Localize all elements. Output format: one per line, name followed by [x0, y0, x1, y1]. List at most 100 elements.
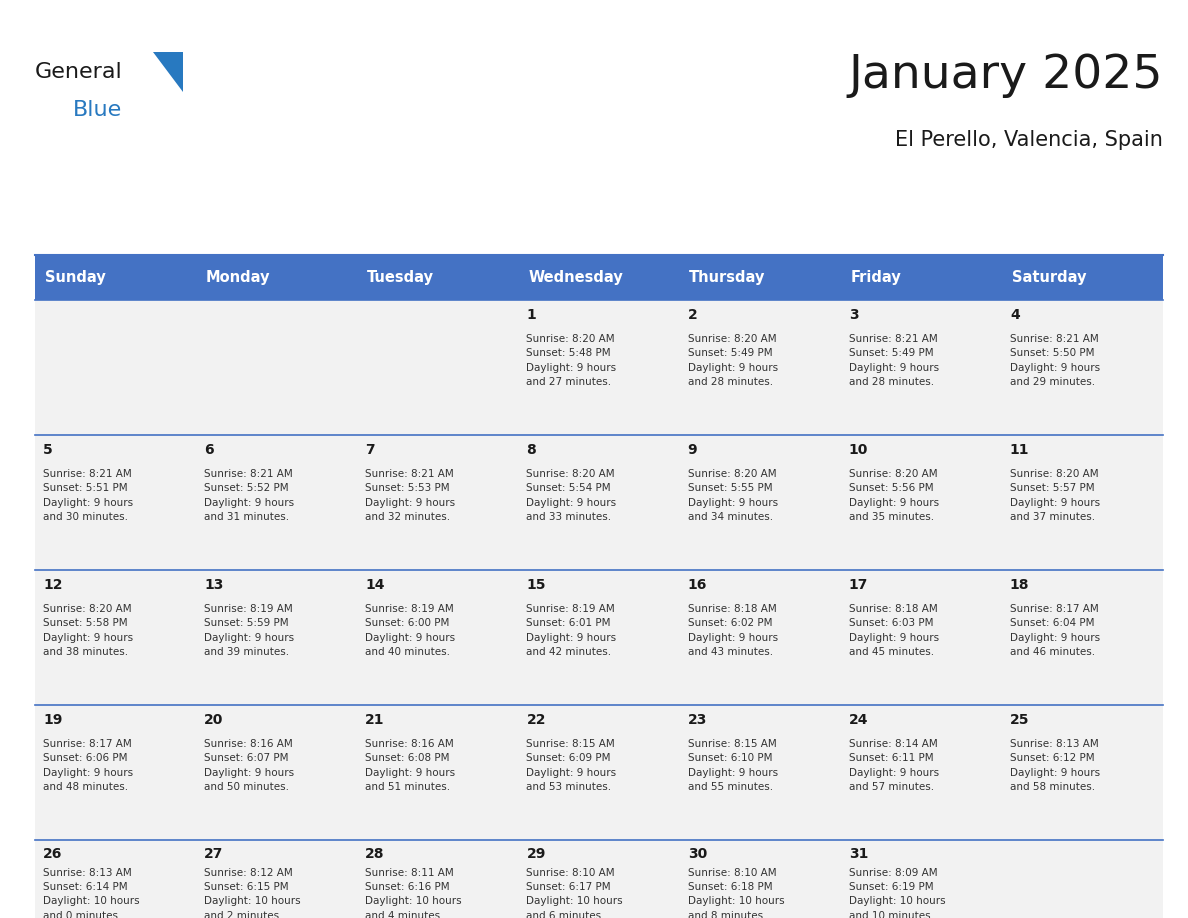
- Text: Sunrise: 8:16 AM
Sunset: 6:07 PM
Daylight: 9 hours
and 50 minutes.: Sunrise: 8:16 AM Sunset: 6:07 PM Dayligh…: [204, 739, 295, 792]
- Text: Sunrise: 8:15 AM
Sunset: 6:10 PM
Daylight: 9 hours
and 55 minutes.: Sunrise: 8:15 AM Sunset: 6:10 PM Dayligh…: [688, 739, 778, 792]
- Text: Sunrise: 8:11 AM
Sunset: 6:16 PM
Daylight: 10 hours
and 4 minutes.: Sunrise: 8:11 AM Sunset: 6:16 PM Dayligh…: [366, 868, 462, 918]
- Text: Sunrise: 8:13 AM
Sunset: 6:14 PM
Daylight: 10 hours
and 0 minutes.: Sunrise: 8:13 AM Sunset: 6:14 PM Dayligh…: [43, 868, 140, 918]
- Bar: [34, 255, 196, 300]
- Bar: [196, 435, 358, 570]
- Text: 22: 22: [526, 713, 546, 727]
- Bar: [680, 300, 841, 435]
- Bar: [1001, 570, 1163, 705]
- Text: Sunrise: 8:19 AM
Sunset: 6:00 PM
Daylight: 9 hours
and 40 minutes.: Sunrise: 8:19 AM Sunset: 6:00 PM Dayligh…: [366, 604, 455, 657]
- Text: Sunrise: 8:21 AM
Sunset: 5:51 PM
Daylight: 9 hours
and 30 minutes.: Sunrise: 8:21 AM Sunset: 5:51 PM Dayligh…: [43, 469, 133, 522]
- Text: 14: 14: [366, 578, 385, 592]
- Polygon shape: [153, 52, 183, 92]
- Text: Blue: Blue: [72, 100, 122, 120]
- Text: Sunrise: 8:17 AM
Sunset: 6:04 PM
Daylight: 9 hours
and 46 minutes.: Sunrise: 8:17 AM Sunset: 6:04 PM Dayligh…: [1010, 604, 1100, 657]
- Bar: [358, 840, 518, 918]
- Text: 20: 20: [204, 713, 223, 727]
- Bar: [518, 255, 680, 300]
- Text: 8: 8: [526, 443, 536, 457]
- Bar: [1001, 300, 1163, 435]
- Text: Sunrise: 8:19 AM
Sunset: 6:01 PM
Daylight: 9 hours
and 42 minutes.: Sunrise: 8:19 AM Sunset: 6:01 PM Dayligh…: [526, 604, 617, 657]
- Bar: [196, 705, 358, 840]
- Bar: [1001, 255, 1163, 300]
- Text: 10: 10: [848, 443, 868, 457]
- Text: 9: 9: [688, 443, 697, 457]
- Text: 3: 3: [848, 308, 859, 322]
- Text: Sunrise: 8:18 AM
Sunset: 6:02 PM
Daylight: 9 hours
and 43 minutes.: Sunrise: 8:18 AM Sunset: 6:02 PM Dayligh…: [688, 604, 778, 657]
- Text: 11: 11: [1010, 443, 1030, 457]
- Text: Sunrise: 8:09 AM
Sunset: 6:19 PM
Daylight: 10 hours
and 10 minutes.: Sunrise: 8:09 AM Sunset: 6:19 PM Dayligh…: [848, 868, 946, 918]
- Bar: [518, 705, 680, 840]
- Text: Saturday: Saturday: [1011, 270, 1086, 285]
- Text: Sunrise: 8:20 AM
Sunset: 5:56 PM
Daylight: 9 hours
and 35 minutes.: Sunrise: 8:20 AM Sunset: 5:56 PM Dayligh…: [848, 469, 939, 522]
- Text: 30: 30: [688, 846, 707, 860]
- Bar: [680, 570, 841, 705]
- Bar: [518, 300, 680, 435]
- Text: Sunrise: 8:20 AM
Sunset: 5:48 PM
Daylight: 9 hours
and 27 minutes.: Sunrise: 8:20 AM Sunset: 5:48 PM Dayligh…: [526, 334, 617, 387]
- Text: Sunrise: 8:17 AM
Sunset: 6:06 PM
Daylight: 9 hours
and 48 minutes.: Sunrise: 8:17 AM Sunset: 6:06 PM Dayligh…: [43, 739, 133, 792]
- Bar: [680, 705, 841, 840]
- Text: 31: 31: [848, 846, 868, 860]
- Bar: [34, 570, 196, 705]
- Text: Sunrise: 8:14 AM
Sunset: 6:11 PM
Daylight: 9 hours
and 57 minutes.: Sunrise: 8:14 AM Sunset: 6:11 PM Dayligh…: [848, 739, 939, 792]
- Bar: [841, 255, 1001, 300]
- Bar: [358, 570, 518, 705]
- Text: General: General: [34, 62, 122, 82]
- Text: Sunrise: 8:13 AM
Sunset: 6:12 PM
Daylight: 9 hours
and 58 minutes.: Sunrise: 8:13 AM Sunset: 6:12 PM Dayligh…: [1010, 739, 1100, 792]
- Bar: [34, 705, 196, 840]
- Bar: [358, 705, 518, 840]
- Text: El Perello, Valencia, Spain: El Perello, Valencia, Spain: [895, 130, 1163, 150]
- Text: 6: 6: [204, 443, 214, 457]
- Text: Sunrise: 8:20 AM
Sunset: 5:54 PM
Daylight: 9 hours
and 33 minutes.: Sunrise: 8:20 AM Sunset: 5:54 PM Dayligh…: [526, 469, 617, 522]
- Bar: [358, 300, 518, 435]
- Bar: [518, 435, 680, 570]
- Text: Wednesday: Wednesday: [529, 270, 623, 285]
- Text: Sunrise: 8:18 AM
Sunset: 6:03 PM
Daylight: 9 hours
and 45 minutes.: Sunrise: 8:18 AM Sunset: 6:03 PM Dayligh…: [848, 604, 939, 657]
- Text: 4: 4: [1010, 308, 1019, 322]
- Bar: [358, 255, 518, 300]
- Text: Sunrise: 8:10 AM
Sunset: 6:18 PM
Daylight: 10 hours
and 8 minutes.: Sunrise: 8:10 AM Sunset: 6:18 PM Dayligh…: [688, 868, 784, 918]
- Text: 26: 26: [43, 846, 63, 860]
- Text: 23: 23: [688, 713, 707, 727]
- Text: 24: 24: [848, 713, 868, 727]
- Bar: [680, 435, 841, 570]
- Text: 5: 5: [43, 443, 52, 457]
- Bar: [680, 255, 841, 300]
- Text: Sunday: Sunday: [45, 270, 106, 285]
- Bar: [841, 705, 1001, 840]
- Text: 12: 12: [43, 578, 63, 592]
- Text: 7: 7: [366, 443, 375, 457]
- Text: Thursday: Thursday: [689, 270, 765, 285]
- Text: Sunrise: 8:10 AM
Sunset: 6:17 PM
Daylight: 10 hours
and 6 minutes.: Sunrise: 8:10 AM Sunset: 6:17 PM Dayligh…: [526, 868, 624, 918]
- Text: Sunrise: 8:20 AM
Sunset: 5:49 PM
Daylight: 9 hours
and 28 minutes.: Sunrise: 8:20 AM Sunset: 5:49 PM Dayligh…: [688, 334, 778, 387]
- Text: 2: 2: [688, 308, 697, 322]
- Text: Sunrise: 8:16 AM
Sunset: 6:08 PM
Daylight: 9 hours
and 51 minutes.: Sunrise: 8:16 AM Sunset: 6:08 PM Dayligh…: [366, 739, 455, 792]
- Bar: [680, 840, 841, 918]
- Text: 27: 27: [204, 846, 223, 860]
- Text: Monday: Monday: [206, 270, 271, 285]
- Text: 21: 21: [366, 713, 385, 727]
- Bar: [518, 570, 680, 705]
- Text: 18: 18: [1010, 578, 1030, 592]
- Text: Tuesday: Tuesday: [367, 270, 434, 285]
- Text: 1: 1: [526, 308, 536, 322]
- Text: Sunrise: 8:19 AM
Sunset: 5:59 PM
Daylight: 9 hours
and 39 minutes.: Sunrise: 8:19 AM Sunset: 5:59 PM Dayligh…: [204, 604, 295, 657]
- Text: 15: 15: [526, 578, 546, 592]
- Text: Sunrise: 8:15 AM
Sunset: 6:09 PM
Daylight: 9 hours
and 53 minutes.: Sunrise: 8:15 AM Sunset: 6:09 PM Dayligh…: [526, 739, 617, 792]
- Text: 28: 28: [366, 846, 385, 860]
- Text: Friday: Friday: [851, 270, 902, 285]
- Bar: [196, 570, 358, 705]
- Bar: [841, 300, 1001, 435]
- Text: Sunrise: 8:21 AM
Sunset: 5:53 PM
Daylight: 9 hours
and 32 minutes.: Sunrise: 8:21 AM Sunset: 5:53 PM Dayligh…: [366, 469, 455, 522]
- Bar: [34, 435, 196, 570]
- Text: 13: 13: [204, 578, 223, 592]
- Text: 19: 19: [43, 713, 63, 727]
- Bar: [196, 840, 358, 918]
- Text: 16: 16: [688, 578, 707, 592]
- Text: Sunrise: 8:20 AM
Sunset: 5:55 PM
Daylight: 9 hours
and 34 minutes.: Sunrise: 8:20 AM Sunset: 5:55 PM Dayligh…: [688, 469, 778, 522]
- Text: Sunrise: 8:21 AM
Sunset: 5:52 PM
Daylight: 9 hours
and 31 minutes.: Sunrise: 8:21 AM Sunset: 5:52 PM Dayligh…: [204, 469, 295, 522]
- Text: 17: 17: [848, 578, 868, 592]
- Bar: [841, 570, 1001, 705]
- Bar: [358, 435, 518, 570]
- Text: January 2025: January 2025: [848, 52, 1163, 97]
- Bar: [196, 255, 358, 300]
